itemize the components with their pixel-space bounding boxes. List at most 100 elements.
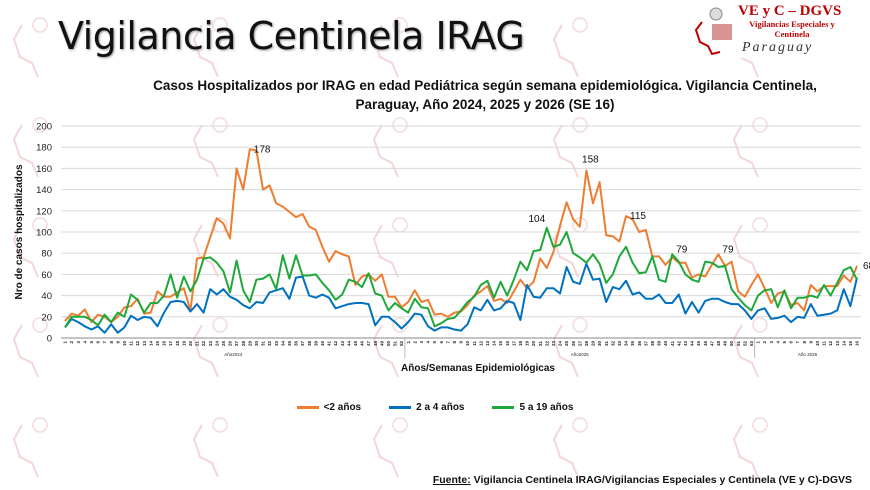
x-tick-label: 38 [307,341,312,347]
x-tick-label: 45 [696,341,701,347]
x-tick-label: 16 [162,341,167,347]
x-tick-label: 3 [76,341,81,344]
x-tick-label: 13 [485,341,490,347]
legend-item-2to4: 2 a 4 años [389,402,464,413]
x-tick-label: 16 [855,341,860,347]
logo-line1: VE y C – DGVS [738,3,842,19]
x-tick-label: 30 [254,341,259,347]
x-tick-label: 5 [89,341,94,344]
x-tick-label: 44 [346,341,351,347]
data-label: 115 [630,211,646,222]
x-tick-label: 5 [432,341,437,344]
x-tick-label: 15 [155,341,160,347]
x-tick-label: 23 [208,341,213,347]
x-tick-label: 25 [564,341,569,347]
x-tick-label: 20 [531,341,536,347]
x-tick-label: 33 [274,341,279,347]
x-tick-label: 46 [703,341,708,347]
year-label: Año 2026 [798,352,818,357]
source-label: Fuente: [432,474,471,486]
y-tick-label: 0 [47,334,52,345]
x-tick-label: 11 [822,341,827,346]
x-tick-label: 25 [221,341,226,347]
x-tick-label: 4 [82,341,87,344]
x-tick-label: 28 [584,341,589,347]
map-magnifier-icon [694,7,732,56]
x-tick-label: 26 [228,341,233,347]
data-label: 79 [722,244,734,255]
y-tick-label: 140 [36,185,52,196]
y-tick-label: 60 [41,270,52,281]
x-tick-label: 15 [848,341,853,347]
x-tick-label: 12 [828,341,833,347]
x-tick-label: 29 [247,341,252,347]
x-tick-label: 3 [419,341,424,344]
chart-title: Casos Hospitalizados por IRAG en edad Pe… [153,78,817,112]
x-tick-label: 21 [195,341,200,347]
x-tick-label: 53 [749,341,754,347]
x-tick-label: 24 [558,341,563,347]
x-tick-label: 10 [465,341,470,347]
x-tick-label: 9 [115,341,120,344]
legend-label: 2 a 4 años [416,402,465,413]
source-note: Fuente: Vigilancia Centinela IRAG/Vigila… [433,474,852,486]
x-tick-label: 52 [742,341,747,347]
x-tick-label: 7 [445,341,450,344]
x-tick-label: 9 [808,341,813,344]
x-tick-label: 48 [373,341,378,347]
x-tick-label: 8 [452,341,457,344]
x-tick-label: 35 [287,341,292,347]
legend-swatch [389,406,412,409]
logo-line2: Vigilancias Especiales y Centinela [749,19,835,39]
x-tick-label: 2 [412,341,417,344]
x-tick-label: 19 [181,341,186,347]
page-title: Vigilancia Centinela IRAG [58,14,525,58]
x-tick-label: 20 [188,341,193,347]
data-label: 68 [863,261,870,272]
x-tick-label: 47 [709,341,714,347]
x-tick-label: 22 [201,341,206,347]
x-tick-label: 5 [782,341,787,344]
x-tick-label: 7 [102,341,107,344]
x-tick-label: 32 [610,341,615,347]
x-tick-label: 35 [630,341,635,347]
y-tick-label: 80 [41,249,52,260]
legend-item-5to19: 5 a 19 años [492,402,573,413]
x-tick-label: 2 [69,341,74,344]
data-label: 79 [676,244,688,255]
x-tick-label: 19 [525,341,530,347]
y-tick-label: 160 [36,164,52,175]
x-tick-label: 22 [544,341,549,347]
data-label: 104 [528,214,545,225]
x-tick-label: 1 [63,341,68,344]
x-tick-label: 26 [571,341,576,347]
x-tick-label: 3 [769,341,774,344]
x-tick-label: 1 [756,341,761,344]
x-tick-label: 18 [518,341,523,347]
y-axis-title: Nro de casos hospitalizados [14,164,25,299]
x-tick-label: 9 [459,341,464,344]
x-tick-label: 37 [643,341,648,347]
legend-item-lt2: <2 años [296,402,361,413]
x-tick-label: 49 [379,341,384,347]
x-tick-label: 32 [267,341,272,347]
x-tick-label: 11 [472,341,477,346]
x-tick-label: 51 [736,341,741,347]
x-tick-label: 36 [294,341,299,347]
data-label: 178 [254,144,271,155]
y-tick-label: 180 [36,143,52,154]
series-line-5to19 [64,226,858,328]
x-tick-label: 45 [353,341,358,347]
x-tick-label: 49 [723,341,728,347]
x-tick-label: 42 [333,341,338,347]
x-tick-label: 11 [129,341,134,346]
x-tick-label: 16 [505,341,510,347]
x-tick-label: 12 [478,341,483,347]
x-tick-label: 15 [498,341,503,347]
x-tick-label: 29 [591,341,596,347]
y-tick-label: 120 [36,206,52,217]
x-tick-label: 52 [399,341,404,347]
x-tick-label: 28 [241,341,246,347]
y-tick-label: 20 [41,312,52,323]
